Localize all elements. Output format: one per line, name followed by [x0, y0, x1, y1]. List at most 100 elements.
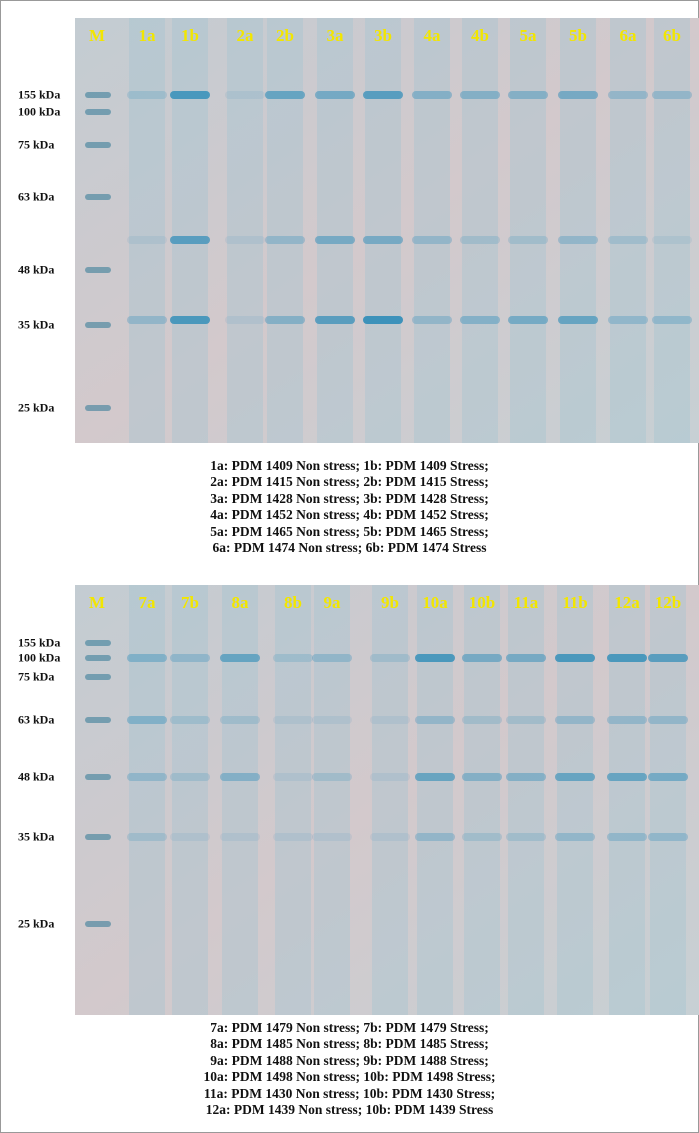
protein-band [127, 716, 167, 724]
lane-label: 2a [237, 26, 254, 46]
protein-band [273, 773, 313, 781]
protein-band [607, 716, 647, 724]
protein-band [607, 654, 647, 662]
ladder-band [85, 717, 111, 723]
protein-band [555, 716, 595, 724]
protein-band [508, 316, 548, 324]
protein-band [220, 654, 260, 662]
protein-band [127, 236, 167, 244]
protein-band [225, 91, 265, 99]
page: {"panels": [ {"lanes": ["M", "1a", "1b",… [0, 0, 699, 1133]
caption-line: 9a: PDM 1488 Non stress; 9b: PDM 1488 St… [0, 1053, 699, 1069]
caption-line: 7a: PDM 1479 Non stress; 7b: PDM 1479 St… [0, 1020, 699, 1036]
protein-band [648, 716, 688, 724]
protein-band [648, 773, 688, 781]
lane-label: 10b [469, 593, 495, 613]
protein-band [460, 91, 500, 99]
protein-band [363, 236, 403, 244]
lane-label: 7a [139, 593, 156, 613]
protein-band [506, 654, 546, 662]
protein-band [127, 91, 167, 99]
protein-band [558, 236, 598, 244]
caption-line: 2a: PDM 1415 Non stress; 2b: PDM 1415 St… [0, 474, 699, 490]
protein-band [370, 773, 410, 781]
protein-band [648, 654, 688, 662]
ladder-band [85, 674, 111, 680]
lane-label: 11b [562, 593, 588, 613]
lane-label: 5b [569, 26, 587, 46]
protein-band [220, 716, 260, 724]
lane [508, 585, 544, 1015]
lane [227, 18, 263, 443]
lane [365, 18, 401, 443]
marker-label: 75 kDa [18, 138, 54, 153]
protein-band [312, 773, 352, 781]
protein-band [412, 316, 452, 324]
protein-band [363, 316, 403, 324]
lane-label: 5a [520, 26, 537, 46]
protein-band [273, 833, 313, 841]
lane-label: 9a [324, 593, 341, 613]
protein-band [265, 316, 305, 324]
protein-band [127, 654, 167, 662]
protein-band [265, 236, 305, 244]
protein-band [273, 654, 313, 662]
lane-label: 11a [514, 593, 539, 613]
protein-band [462, 654, 502, 662]
protein-band [265, 91, 305, 99]
marker-label: 75 kDa [18, 670, 54, 685]
protein-band [170, 716, 210, 724]
protein-band [506, 833, 546, 841]
protein-band [225, 316, 265, 324]
lane [275, 585, 311, 1015]
ladder-band [85, 322, 111, 328]
caption-line: 1a: PDM 1409 Non stress; 1b: PDM 1409 St… [0, 458, 699, 474]
lane [172, 18, 208, 443]
lane-label: 7b [181, 593, 199, 613]
lane [129, 585, 165, 1015]
gel-image [75, 18, 699, 443]
lane [654, 18, 690, 443]
lane-label: M [89, 26, 105, 46]
lane [417, 585, 453, 1015]
protein-band [607, 833, 647, 841]
protein-band [652, 91, 692, 99]
lane-label: 12a [614, 593, 640, 613]
protein-band [652, 316, 692, 324]
lane [317, 18, 353, 443]
protein-band [315, 236, 355, 244]
marker-label: 35 kDa [18, 318, 54, 333]
lane [222, 585, 258, 1015]
protein-band [415, 716, 455, 724]
gel-image [75, 585, 699, 1015]
protein-band [127, 316, 167, 324]
caption-line: 10a: PDM 1498 Non stress; 10b: PDM 1498 … [0, 1069, 699, 1085]
marker-label: 63 kDa [18, 713, 54, 728]
lane [650, 585, 686, 1015]
protein-band [652, 236, 692, 244]
caption-line: 8a: PDM 1485 Non stress; 8b: PDM 1485 St… [0, 1036, 699, 1052]
protein-band [648, 833, 688, 841]
protein-band [170, 316, 210, 324]
protein-band [315, 316, 355, 324]
protein-band [170, 833, 210, 841]
protein-band [460, 316, 500, 324]
lane-label: 9b [381, 593, 399, 613]
lane [462, 18, 498, 443]
marker-label: 48 kDa [18, 770, 54, 785]
lane-label: 10a [422, 593, 448, 613]
caption-line: 3a: PDM 1428 Non stress; 3b: PDM 1428 St… [0, 491, 699, 507]
protein-band [508, 91, 548, 99]
lane [510, 18, 546, 443]
lane [560, 18, 596, 443]
ladder-band [85, 921, 111, 927]
lane-label: 4a [424, 26, 441, 46]
protein-band [312, 654, 352, 662]
protein-band [555, 654, 595, 662]
caption-line: 6a: PDM 1474 Non stress; 6b: PDM 1474 St… [0, 540, 699, 556]
protein-band [412, 236, 452, 244]
caption-line: 5a: PDM 1465 Non stress; 5b: PDM 1465 St… [0, 524, 699, 540]
lane-label: 3b [374, 26, 392, 46]
lane-label: 2b [276, 26, 294, 46]
marker-label: 155 kDa [18, 88, 60, 103]
